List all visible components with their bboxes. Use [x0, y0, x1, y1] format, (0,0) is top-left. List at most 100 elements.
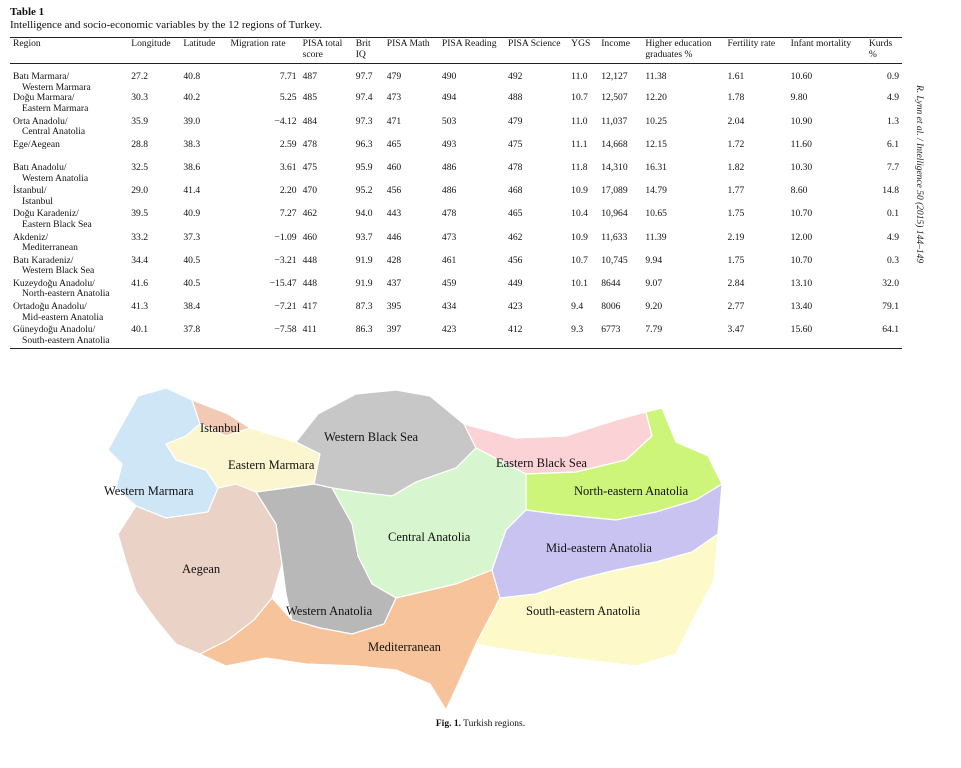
table-cell: 11.39: [645, 231, 667, 243]
table-cell: −4.12: [274, 115, 297, 127]
table-cell: −7.58: [274, 324, 297, 336]
map-label-western-black-sea: Western Black Sea: [324, 430, 419, 444]
table-cell: 1.82: [727, 161, 745, 173]
table-cell: 10,745: [601, 254, 628, 266]
region-name-english: Eastern Marmara: [22, 102, 89, 114]
figure-caption-text: Turkish regions.: [463, 719, 526, 729]
column-header: Fertility rate: [727, 38, 776, 49]
table-cell: 9.20: [645, 301, 663, 313]
table-cell: 11,633: [601, 231, 628, 243]
table-cell: 4.9: [887, 92, 899, 104]
table-cell: 443: [386, 208, 402, 220]
table-cell: 10.90: [790, 115, 813, 127]
region-name-english: Eastern Black Sea: [22, 218, 92, 230]
table-cell: 28.8: [131, 138, 149, 150]
table-cell: 11.60: [790, 138, 812, 150]
table-cell: 40.9: [183, 208, 201, 220]
table-caption: Intelligence and socio-economic variable…: [10, 19, 323, 31]
table-cell: 95.9: [355, 161, 373, 173]
table-cell: 446: [386, 231, 402, 243]
map-label-eastern-black-sea: Eastern Black Sea: [496, 456, 587, 470]
table-cell: 12.15: [645, 138, 667, 150]
table-cell: 8.60: [790, 185, 808, 197]
map-label-aegean: Aegean: [182, 562, 221, 576]
column-header: Brit IQ: [355, 38, 371, 60]
table-cell: 6773: [601, 324, 621, 336]
table-cell: 479: [386, 71, 402, 83]
table-cell: 492: [508, 71, 523, 83]
table-row: Akdeniz/Mediterranean 33.2 37.3 −1.09 460 93.…: [10, 231, 902, 256]
table-row: Orta Anadolu/Central Anatolia 35.9 39.0 −4.…: [10, 115, 902, 140]
table-cell: 2.59: [279, 138, 297, 150]
column-header: Migration rate: [230, 38, 286, 49]
table-cell: 1.75: [727, 208, 745, 220]
column-header: PISA Math: [386, 38, 430, 49]
table-cell: 10.65: [645, 208, 667, 220]
table-cell: 39.5: [131, 208, 149, 220]
table-cell: 32.0: [882, 277, 899, 289]
table-cell: 86.3: [355, 324, 373, 336]
region-cell: Ege/Aegean: [10, 139, 128, 163]
table-cell: 10.70: [790, 254, 813, 266]
table-cell: −3.21: [274, 254, 297, 266]
table-cell: 37.3: [183, 231, 201, 243]
table-cell: 461: [441, 254, 457, 266]
table-row: İstanbul/Istanbul 29.0 41.4 2.20 470 95.2 456 4…: [10, 185, 902, 209]
table-cell: 8006: [601, 301, 621, 313]
table-cell: 5.25: [279, 92, 297, 104]
table-cell: 462: [302, 208, 317, 220]
table-cell: 473: [441, 231, 457, 243]
table-cell: 13.10: [790, 277, 813, 289]
table-cell: 397: [386, 324, 402, 336]
region-name-english: North-eastern Anatolia: [22, 288, 110, 300]
region-cell: Batı Marmara/Western Marmara: [10, 64, 128, 94]
table-row: Ortadoğu Anadolu/Mid-eastern Anatolia 41.…: [10, 301, 902, 325]
table-cell: 41.3: [131, 301, 149, 313]
table-cell: 40.8: [183, 71, 201, 83]
table-cell: 40.2: [183, 92, 201, 104]
table-cell: 9.94: [645, 254, 663, 266]
table-cell: 3.61: [279, 161, 297, 173]
table-cell: 468: [508, 185, 523, 197]
table-cell: 471: [386, 115, 402, 127]
table-cell: 11.38: [645, 71, 667, 83]
table-cell: 0.3: [887, 254, 899, 266]
table-cell: −15.47: [269, 277, 297, 289]
table-cell: 1.72: [727, 138, 745, 150]
table-cell: 9.80: [790, 92, 808, 104]
table-cell: 10.9: [571, 185, 588, 197]
table-cell: −1.09: [274, 231, 297, 243]
table-cell: 12,507: [601, 92, 628, 104]
table-label: Table 1: [10, 6, 45, 18]
map-label-mediterranean: Mediterranean: [368, 640, 441, 654]
table-cell: 33.2: [131, 231, 149, 243]
table-cell: 97.7: [355, 71, 373, 83]
region-name-native: Ortadoğu Anadolu/: [13, 301, 87, 313]
region-name-english: Western Black Sea: [22, 265, 95, 277]
table-cell: 10.70: [790, 208, 813, 220]
table-cell: 11,037: [601, 115, 628, 127]
table-cell: 40.5: [183, 254, 201, 266]
table-cell: 470: [302, 185, 317, 197]
table-cell: 478: [302, 138, 317, 150]
table-cell: 2.84: [727, 277, 745, 289]
table-cell: 11.0: [571, 115, 588, 127]
table-cell: 14,310: [601, 161, 628, 173]
table-cell: 87.3: [355, 301, 373, 313]
column-header: Higher education graduates %: [645, 38, 712, 60]
table-cell: 478: [441, 208, 457, 220]
table-cell: 40.1: [131, 324, 149, 336]
table-cell: 40.5: [183, 277, 201, 289]
table-cell: 411: [302, 324, 317, 336]
table-row: Kuzeydoğu Anadolu/North-eastern Anatolia…: [10, 277, 902, 302]
table-cell: 488: [508, 92, 523, 104]
table-cell: 39.0: [183, 115, 201, 127]
region-name-native: Doğu Marmara/: [13, 92, 75, 104]
table-cell: 91.9: [355, 277, 373, 289]
table-cell: 10.1: [571, 277, 588, 289]
table-cell: 448: [302, 277, 317, 289]
table-row: Güneydoğu Anadolu/South-eastern Anatolia…: [10, 324, 902, 349]
region-name-english: Central Anatolia: [22, 126, 86, 138]
region-cell: Doğu Karadeniz/Eastern Black Sea: [10, 209, 128, 232]
table-cell: 487: [302, 71, 317, 83]
